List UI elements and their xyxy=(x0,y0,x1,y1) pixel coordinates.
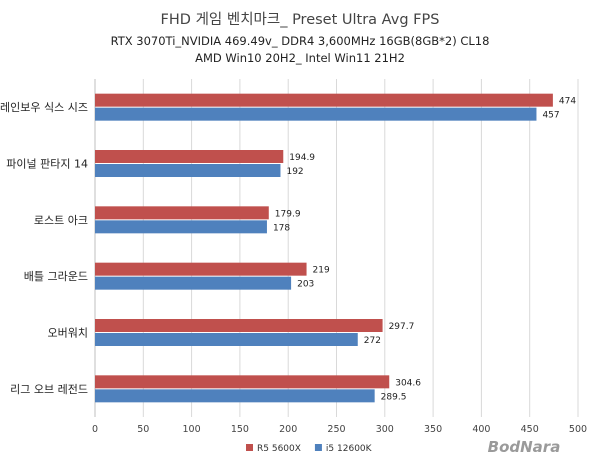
bar-series-2 xyxy=(95,333,358,346)
x-tick-label: 100 xyxy=(183,424,201,435)
legend-swatch xyxy=(314,444,322,451)
x-tick-label: 500 xyxy=(569,424,587,435)
bar-series-2 xyxy=(95,164,281,177)
bar-series-1 xyxy=(95,319,383,332)
bar-series-1 xyxy=(95,150,284,163)
x-tick-label: 0 xyxy=(92,424,98,435)
category-label: 오버워치 xyxy=(48,327,88,340)
category-label: 파이널 판타지 14 xyxy=(6,158,88,171)
legend-label: i5 12600K xyxy=(326,444,373,454)
data-label: 194.9 xyxy=(289,153,315,163)
legend-label: R5 5600X xyxy=(257,444,301,454)
x-tick-label: 200 xyxy=(279,424,297,435)
watermark-logo: BodNara xyxy=(488,438,561,456)
bar-series-2 xyxy=(95,276,292,290)
bar-series-2 xyxy=(95,220,267,234)
svg-text:BodNara: BodNara xyxy=(488,438,561,456)
x-tick-label: 300 xyxy=(376,424,394,435)
data-label: 178 xyxy=(273,223,290,233)
x-tick-label: 450 xyxy=(521,424,539,435)
bar-series-1 xyxy=(95,93,553,107)
x-tick-label: 350 xyxy=(424,424,442,435)
category-label: 배틀 그라운드 xyxy=(24,270,88,283)
data-label: 179.9 xyxy=(275,209,301,219)
data-label: 457 xyxy=(542,111,559,121)
data-label: 272 xyxy=(364,336,381,346)
bar-series-1 xyxy=(95,206,269,220)
category-label: 리그 오브 레전드 xyxy=(10,383,88,396)
data-label: 304.6 xyxy=(395,378,421,388)
legend: R5 5600X i5 12600K xyxy=(246,444,373,454)
x-tick-label: 50 xyxy=(137,424,149,435)
data-label: 219 xyxy=(313,266,330,276)
bar-series-1 xyxy=(95,262,307,276)
data-label: 203 xyxy=(297,280,314,290)
data-label: 474 xyxy=(559,97,576,107)
data-label: 289.5 xyxy=(381,392,407,402)
chart-subtitle-line-2: AMD Win10 20H2_ Intel Win11 21H2 xyxy=(195,51,405,65)
chart-title: FHD 게임 벤치마크_ Preset Ultra Avg FPS xyxy=(161,11,440,28)
x-tick-label: 250 xyxy=(327,424,345,435)
bar-series-2 xyxy=(95,107,537,121)
plot-area: 0 50 100 150 200 250 300 350 400 450 500 레인보우 식스 시즈… xyxy=(0,79,587,435)
x-tick-label: 400 xyxy=(472,424,490,435)
bar-series-2 xyxy=(95,389,375,403)
category-label: 로스트 아크 xyxy=(34,214,88,227)
bar-series-1 xyxy=(95,375,390,389)
data-label: 297.7 xyxy=(389,322,415,332)
legend-swatch xyxy=(246,444,253,451)
category-label: 레인보우 식스 시즈 xyxy=(0,101,88,114)
data-label: 192 xyxy=(286,167,303,177)
x-tick-label: 150 xyxy=(231,424,249,435)
chart-subtitle-line-1: RTX 3070Ti_NVIDIA 469.49v_ DDR4 3,600MHz… xyxy=(111,34,490,48)
